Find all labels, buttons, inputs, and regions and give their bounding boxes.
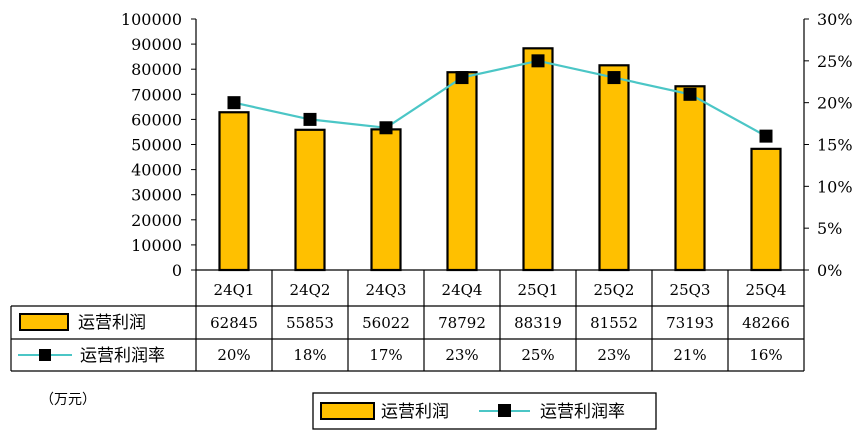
legend-bar-label: 运营利润 [381,402,449,422]
category-label: 24Q1 [214,281,255,299]
table-key-line-marker [39,349,51,361]
right-tick-label: 30% [817,10,853,29]
bar-24Q2 [294,128,326,272]
margin-value: 23% [445,346,478,364]
legend-line-marker [498,404,511,417]
right-tick-label: 15% [817,136,853,155]
margin-value: 16% [749,346,782,364]
bar-24Q4 [446,71,478,272]
left-tick-label: 90000 [131,35,182,54]
margin-line [233,59,767,138]
profit-value: 55853 [286,314,334,332]
bar-25Q3 [674,85,706,272]
category-label: 24Q2 [290,281,331,299]
left-tick-label: 100000 [121,10,182,29]
margin-value: 23% [597,346,630,364]
category-label: 24Q3 [366,281,407,299]
plot-frame [195,19,805,270]
line-series [227,54,773,143]
left-tick-label: 30000 [131,186,182,205]
legend-line-label: 运营利润率 [540,402,625,422]
marker-25Q3 [683,87,697,101]
left-axis: 0 10000 20000 30000 40000 50000 60000 70000 8000… [121,10,196,280]
category-label: 25Q1 [518,281,559,299]
left-tick-label: 20000 [131,211,182,230]
left-tick-label: 50000 [131,136,182,155]
marker-24Q2 [303,112,317,126]
bar-24Q3 [370,128,402,272]
left-tick-label: 80000 [131,60,182,79]
marker-24Q4 [455,71,469,85]
unit-label: （万元） [40,392,96,408]
table-row-label-profit: 运营利润 [78,313,146,333]
profit-value: 73193 [666,314,714,332]
right-tick-label: 20% [817,94,853,113]
legend: 运营利润 运营利润率 [312,392,657,430]
margin-value: 20% [217,346,250,364]
left-tick-label: 70000 [131,85,182,104]
right-tick-label: 5% [817,219,842,238]
right-axis: 0% 5% 10% 15% 20% 25% 30% [804,10,853,280]
marker-24Q3 [379,121,393,135]
right-tick-label: 0% [817,261,842,280]
profit-value: 88319 [514,314,562,332]
category-label: 25Q3 [670,281,711,299]
profit-value: 62845 [210,314,258,332]
bar-25Q4 [750,147,782,272]
category-label: 25Q2 [594,281,635,299]
left-tick-label: 60000 [131,110,182,129]
profit-value: 48266 [742,314,790,332]
table-key-bar-swatch [19,313,69,331]
legend-bar-swatch [320,402,375,420]
table-row-label-margin: 运营利润率 [80,346,165,366]
category-label: 24Q4 [442,281,483,299]
profit-value: 81552 [590,314,638,332]
marker-25Q2 [607,71,621,85]
bar-25Q1 [522,47,554,272]
margin-value: 25% [521,346,554,364]
marker-24Q1 [227,96,241,110]
right-tick-label: 10% [817,177,853,196]
right-tick-label: 25% [817,52,853,71]
margin-value: 18% [293,346,326,364]
profit-value: 56022 [362,314,410,332]
bar-25Q2 [598,64,630,272]
left-tick-label: 40000 [131,161,182,180]
profit-value: 78792 [438,314,486,332]
category-label: 25Q4 [746,281,787,299]
left-tick-label: 0 [172,261,182,280]
bar-24Q1 [218,111,250,272]
margin-value: 17% [369,346,402,364]
bar-series [218,47,782,272]
marker-25Q4 [759,129,773,143]
marker-25Q1 [531,54,545,68]
left-tick-label: 10000 [131,236,182,255]
margin-value: 21% [673,346,706,364]
